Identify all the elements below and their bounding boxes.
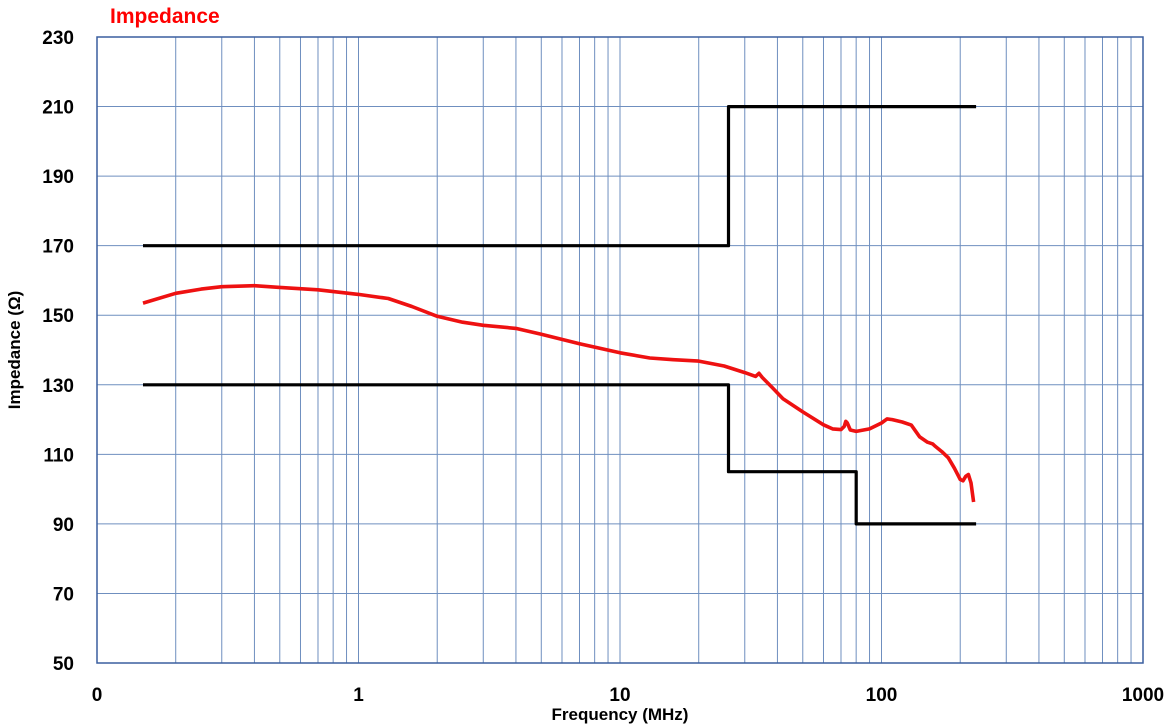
series-layer (142, 104, 977, 526)
x-tick-label: 1 (353, 685, 364, 706)
y-tick-label: 130 (42, 376, 74, 397)
y-tick-label: 70 (53, 584, 74, 605)
y-tick-label: 190 (42, 167, 74, 188)
y-tick-label: 90 (53, 515, 74, 536)
chart-title: Impedance (110, 5, 220, 28)
y-tick-labels: 50 70 90 110 130 150 170 190 210 230 (42, 28, 74, 675)
y-tick-label: 210 (42, 98, 74, 119)
lower-limit-line (143, 383, 977, 526)
x-tick-label: 1000 (1122, 685, 1164, 706)
x-tick-label: 0 (92, 685, 103, 706)
plot-frame (96, 36, 1144, 664)
x-tick-labels: 0 1 10 100 1000 (92, 685, 1164, 706)
y-tick-label: 50 (53, 654, 74, 675)
y-tick-label: 150 (42, 306, 74, 327)
measured-line (142, 283, 976, 503)
y-axis-title: Impedance (Ω) (5, 291, 24, 410)
y-tick-label: 170 (42, 237, 74, 258)
upper-limit-line (143, 104, 977, 248)
x-axis-title: Frequency (MHz) (552, 705, 689, 724)
x-tick-label: 10 (609, 685, 630, 706)
x-tick-label: 100 (866, 685, 898, 706)
y-tick-label: 230 (42, 28, 74, 49)
y-tick-label: 110 (43, 445, 74, 466)
grid (97, 36, 1143, 664)
